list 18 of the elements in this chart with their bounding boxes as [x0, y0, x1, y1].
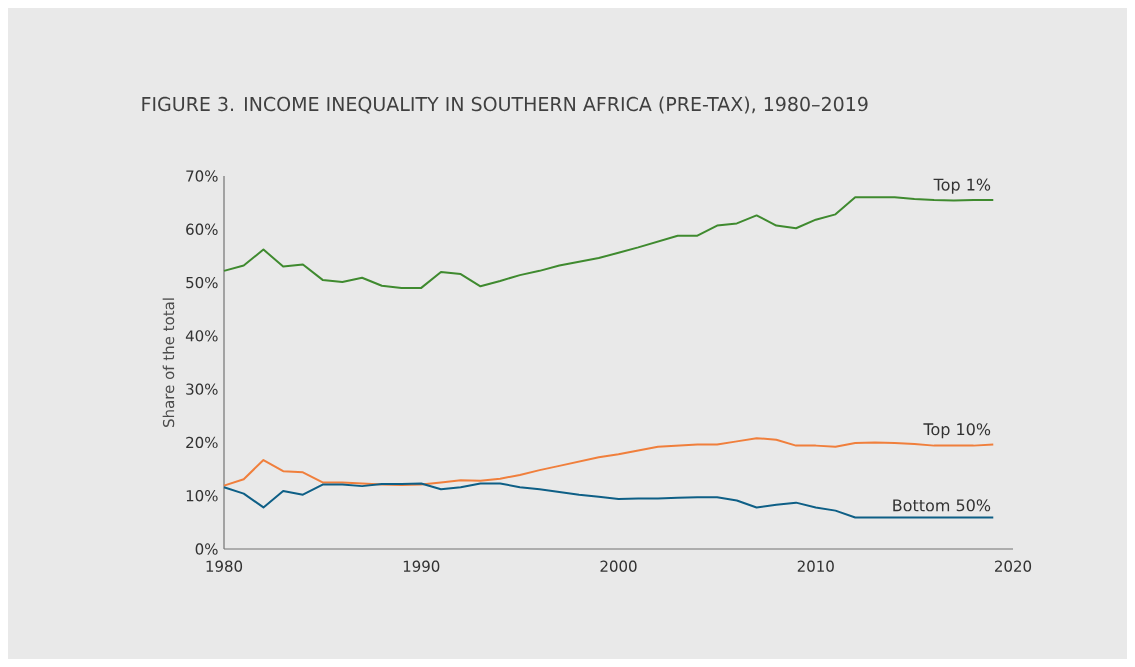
y-tick-label: 10%: [186, 490, 218, 502]
y-tick-label: 50%: [186, 276, 218, 289]
x-tick-label: 2020: [995, 560, 1032, 572]
x-tick-label: 2010: [797, 560, 834, 572]
y-tick-label: 70%: [186, 170, 218, 182]
series-label: Top 10%: [923, 423, 991, 439]
x-tick-label: 2000: [600, 560, 637, 572]
chart-title: FIGURE 3. INCOME INEQUALITY IN SOUTHERN AFRICA (PRE-TAX), 1980–2019: [142, 96, 868, 114]
y-tick-label: 40%: [185, 330, 218, 342]
x-tick-label: 1990: [403, 560, 440, 572]
y-tick-label: 0%: [195, 543, 218, 555]
y-tick-label: 30%: [186, 383, 218, 395]
y-tick-label: 60%: [186, 223, 218, 235]
series-label: Top 1%: [933, 178, 991, 194]
series-label: Bottom 50%: [893, 499, 991, 512]
y-axis-title: Share of the total: [162, 298, 175, 427]
x-tick-label: 1980: [206, 560, 243, 572]
y-tick-label: 20%: [186, 436, 218, 449]
